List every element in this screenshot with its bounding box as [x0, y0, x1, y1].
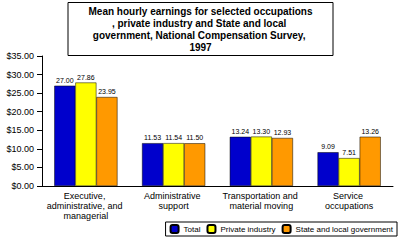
- svg-text:23.95: 23.95: [98, 88, 116, 95]
- svg-text:$15.00: $15.00: [6, 125, 34, 135]
- svg-text:, private industry and State a: , private industry and State and local: [112, 18, 289, 29]
- svg-text:13.24: 13.24: [232, 128, 250, 135]
- svg-text:9.09: 9.09: [321, 143, 335, 150]
- svg-text:Mean hourly earnings for selec: Mean hourly earnings for selected occupa…: [89, 6, 313, 17]
- svg-text:7.51: 7.51: [342, 149, 356, 156]
- svg-text:27.00: 27.00: [56, 77, 74, 84]
- svg-text:Administrative: Administrative: [144, 191, 203, 201]
- svg-text:13.26: 13.26: [361, 128, 379, 135]
- svg-text:State and local government: State and local government: [296, 225, 394, 234]
- svg-text:1997: 1997: [189, 42, 212, 53]
- svg-text:11.53: 11.53: [144, 134, 161, 141]
- svg-text:government, National Compensat: government, National Compensation Survey…: [93, 30, 308, 41]
- svg-text:material moving: material moving: [230, 201, 294, 211]
- svg-text:$20.00: $20.00: [6, 107, 34, 117]
- svg-text:$25.00: $25.00: [6, 88, 34, 98]
- svg-text:$0.00: $0.00: [11, 181, 34, 191]
- svg-text:support: support: [159, 201, 190, 211]
- svg-text:Executive,: Executive,: [64, 191, 108, 201]
- svg-text:11.54: 11.54: [165, 134, 182, 141]
- svg-text:27.86: 27.86: [77, 74, 95, 81]
- svg-text:Transportation and: Transportation and: [223, 191, 301, 201]
- svg-text:12.93: 12.93: [274, 129, 292, 136]
- svg-text:11.50: 11.50: [186, 134, 203, 141]
- svg-text:13.30: 13.30: [253, 128, 271, 135]
- svg-text:$10.00: $10.00: [6, 144, 34, 154]
- svg-text:$35.00: $35.00: [6, 51, 34, 61]
- svg-text:$5.00: $5.00: [11, 162, 34, 172]
- svg-text:managerial: managerial: [64, 211, 109, 221]
- svg-text:administrative, and: administrative, and: [47, 201, 125, 211]
- svg-text:$30.00: $30.00: [6, 70, 34, 80]
- svg-text:Private industry: Private industry: [220, 225, 275, 234]
- svg-text:occupations: occupations: [325, 201, 374, 211]
- svg-text:Total: Total: [184, 225, 201, 234]
- svg-text:Service: Service: [333, 191, 366, 201]
